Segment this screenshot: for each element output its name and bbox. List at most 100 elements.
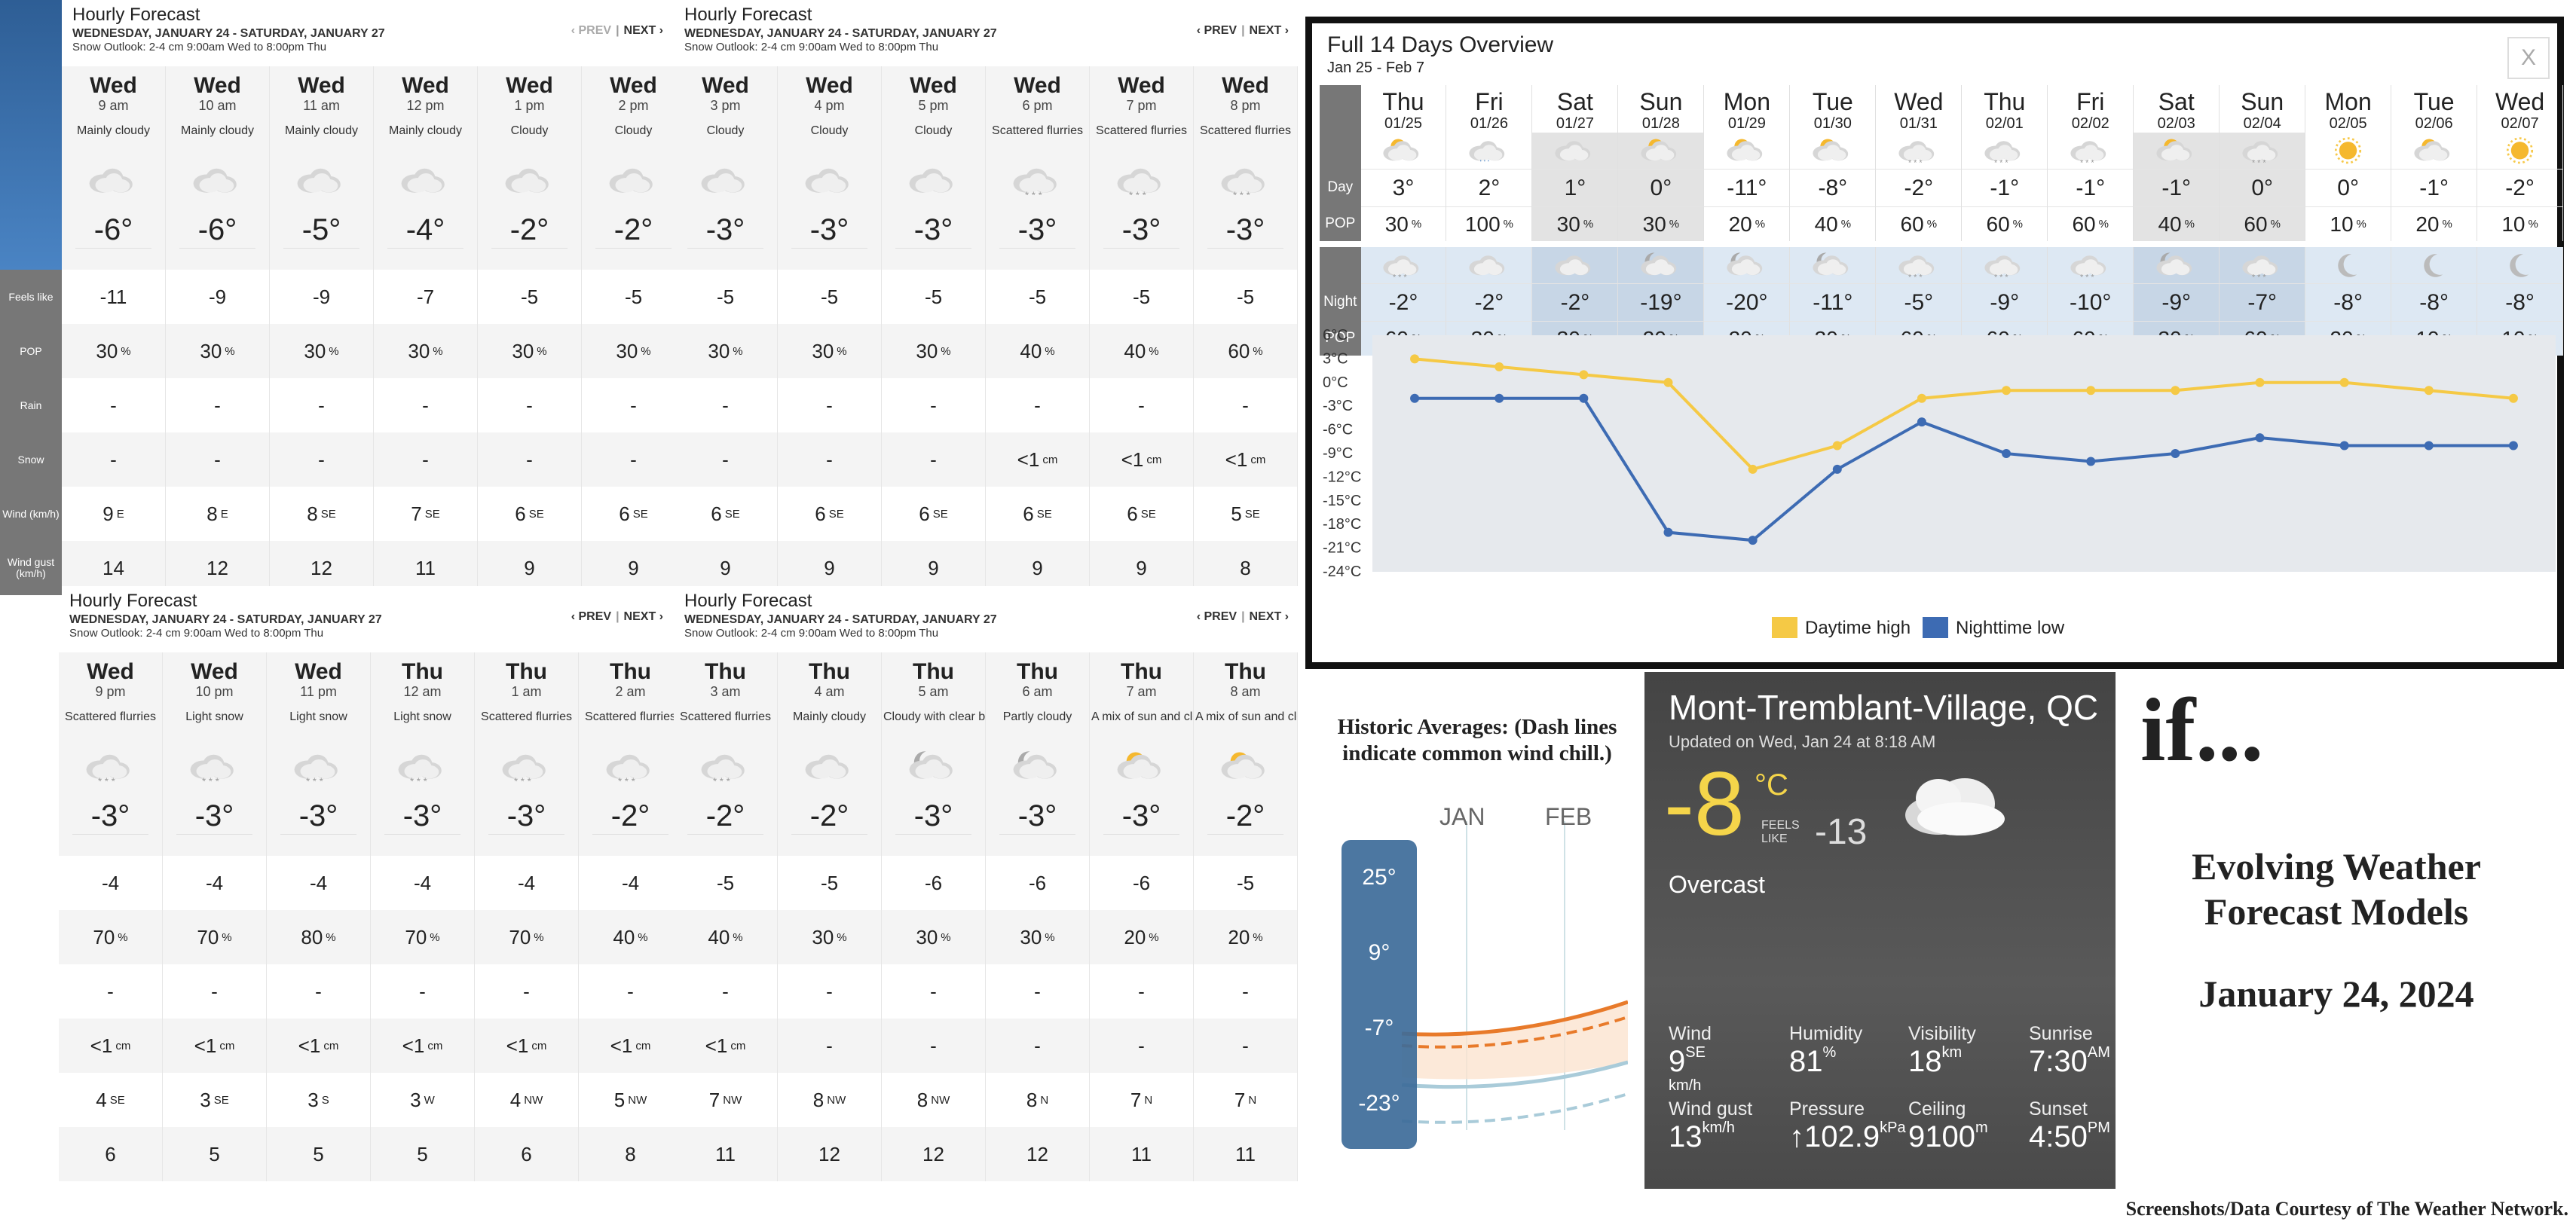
hour-column: Thu 2 am Scattered flurries * * * -2° -4… <box>579 652 683 1181</box>
scale-label: -7° <box>1364 1016 1394 1040</box>
snow-outlook: Snow Outlook: 2-4 cm 9:00am Wed to 8:00p… <box>72 41 327 53</box>
snow-icon: * * * <box>2070 141 2106 166</box>
hour-temp: -6° <box>179 212 255 249</box>
hour-day: Wed <box>702 73 749 98</box>
day-header: Sun 02/04 <box>2220 85 2306 133</box>
y-tick-label: 0°C <box>1323 374 1348 391</box>
date-title: January 24, 2024 <box>2198 973 2474 1015</box>
cloud-icon <box>1555 255 1591 276</box>
gust-cell: 6 <box>475 1127 578 1181</box>
snow-cell: - <box>270 432 373 487</box>
feels-like-cell: -9 <box>312 285 331 308</box>
rain-cell: - <box>110 393 117 417</box>
svg-text:* * *: * * * <box>713 775 730 784</box>
hour-temp: -3° <box>999 798 1075 835</box>
feels-like-cell: -11 <box>99 285 127 308</box>
rain-cell: - <box>214 393 221 417</box>
data-point <box>2508 393 2518 403</box>
night-low: -5° <box>1876 283 1963 321</box>
snow-cell: - <box>166 432 269 487</box>
feels-like-cell: -4 <box>413 871 432 894</box>
snow-icon: * * * <box>1898 255 1935 280</box>
snow-cell: <1 cm <box>986 432 1089 487</box>
hour-temp: -3° <box>895 798 971 835</box>
hour-time: 10 pm <box>195 684 234 699</box>
day-pop: 100% <box>1446 206 1533 241</box>
stat-3: Sunrise 7:30AM <box>2029 1023 2110 1078</box>
wind-cell: 6 SE <box>619 502 648 525</box>
prev-link[interactable]: ‹ PREV <box>571 610 612 623</box>
scale-label: 9° <box>1368 940 1390 965</box>
next-link[interactable]: NEXT › <box>1249 610 1289 623</box>
hour-condition: A mix of sun and clouds <box>1091 710 1193 723</box>
hour-temp: -4° <box>387 212 463 249</box>
snow-outlook: Snow Outlook: 2-4 cm 9:00am Wed to 8:00p… <box>684 41 939 53</box>
hour-column: Thu 5 am Cloudy with clear breaks -3° -6… <box>882 652 986 1181</box>
svg-text:* * *: * * * <box>1393 273 1407 280</box>
feels-like-cell: -5 <box>1028 285 1047 308</box>
hour-column: Thu 7 am A mix of sun and clouds -3° -6 … <box>1090 652 1194 1181</box>
y-tick-label: -21°C <box>1323 540 1361 557</box>
wind-cell: 6 SE <box>1127 502 1156 525</box>
mooncloud-icon <box>909 751 953 779</box>
next-link[interactable]: NEXT › <box>623 24 663 37</box>
hour-temp: -2° <box>595 212 672 249</box>
cloud-icon <box>1469 255 1505 276</box>
hour-temp: -2° <box>592 798 668 835</box>
day-high: -2° <box>2477 169 2564 206</box>
prev-link[interactable]: ‹ PREV <box>1196 24 1238 37</box>
svg-text:* * *: * * * <box>1994 159 2008 166</box>
hour-temp: -3° <box>280 798 356 835</box>
hour-day: Thu <box>809 659 850 684</box>
hour-condition: A mix of sun and clouds <box>1195 710 1297 723</box>
y-tick-label: -18°C <box>1323 516 1361 533</box>
row-label: POP <box>1320 206 1361 241</box>
rain-cell: - <box>318 393 325 417</box>
hour-temp: -3° <box>895 212 971 249</box>
day-header: Mon 01/29 <box>1704 85 1791 133</box>
svg-text:* * *: * * * <box>618 775 635 784</box>
y-tick-label: -3°C <box>1323 398 1353 414</box>
row-label-wind: Wind (km/h) <box>0 487 62 541</box>
wind-cell: 3 SE <box>200 1088 229 1111</box>
hour-temp: -3° <box>1103 798 1179 835</box>
hour-temp: -3° <box>488 798 564 835</box>
y-tick-label: -24°C <box>1323 564 1361 580</box>
moon-icon <box>2424 254 2443 278</box>
data-point <box>1663 527 1673 537</box>
stat-7: Sunset 4:50PM <box>2029 1098 2110 1153</box>
y-tick-label: -9°C <box>1323 445 1353 462</box>
next-link[interactable]: NEXT › <box>623 610 663 623</box>
day-pop: 10% <box>2477 206 2564 241</box>
row-label: Day <box>1320 169 1361 206</box>
day-high: 3° <box>1360 169 1447 206</box>
snow-icon: * * * <box>86 754 130 784</box>
mooncloud-icon <box>1013 751 1057 779</box>
if-title: if... <box>2140 680 2264 780</box>
data-point <box>2171 449 2180 458</box>
night-low: -2° <box>1532 283 1619 321</box>
hour-column: Wed 9 am Mainly cloudy -6° -11 30% - - 9… <box>62 66 166 595</box>
day-pop: 60% <box>1876 206 1963 241</box>
wind-cell: 5 NW <box>613 1088 647 1111</box>
prev-link[interactable]: ‹ PREV <box>1196 610 1238 623</box>
suncloud-icon <box>1383 139 1419 161</box>
cloud-icon <box>701 168 745 193</box>
data-point <box>2508 441 2518 451</box>
row-label-feels: Feels like <box>0 270 62 324</box>
mooncloud-icon <box>1641 252 1677 276</box>
close-button[interactable]: X <box>2507 37 2550 79</box>
svg-text:* * *: * * * <box>410 775 427 784</box>
hourly-title: Hourly Forecast <box>69 591 197 611</box>
pop-cell: 70% <box>163 910 266 964</box>
hour-temp: -3° <box>384 798 460 835</box>
feels-like-cell: -5 <box>716 871 735 894</box>
rain-cell: - <box>419 979 426 1003</box>
day-pop: 30% <box>1360 206 1447 241</box>
hour-day: Wed <box>506 73 553 98</box>
prev-link[interactable]: ‹ PREV <box>571 24 612 37</box>
next-link[interactable]: NEXT › <box>1249 24 1289 37</box>
